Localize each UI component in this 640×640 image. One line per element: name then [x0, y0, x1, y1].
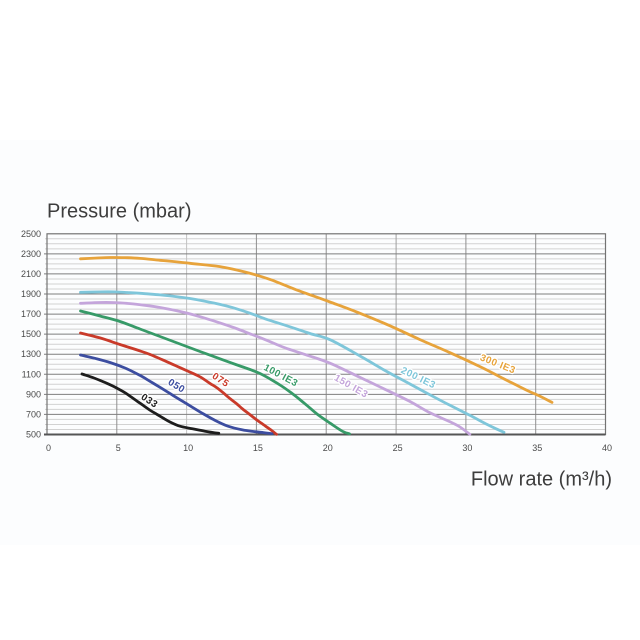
svg-text:300 IE3: 300 IE3 [478, 352, 517, 376]
svg-text:2500: 2500 [21, 229, 41, 239]
svg-text:2300: 2300 [21, 249, 41, 259]
svg-text:Flow rate (m³/h): Flow rate (m³/h) [471, 469, 612, 491]
svg-text:0: 0 [46, 443, 51, 453]
svg-text:30: 30 [462, 443, 472, 453]
svg-text:1100: 1100 [22, 369, 41, 379]
svg-text:10: 10 [183, 443, 193, 453]
svg-text:1300: 1300 [21, 349, 41, 359]
svg-text:40: 40 [602, 443, 612, 453]
svg-text:20: 20 [323, 443, 333, 453]
svg-text:150 IE3: 150 IE3 [332, 373, 370, 401]
svg-text:2100: 2100 [21, 269, 41, 279]
svg-text:075: 075 [210, 371, 231, 390]
svg-text:500: 500 [26, 430, 41, 440]
svg-text:Pressure (mbar): Pressure (mbar) [47, 201, 191, 223]
svg-text:15: 15 [253, 443, 263, 453]
svg-text:1700: 1700 [21, 309, 41, 319]
svg-text:900: 900 [26, 389, 41, 399]
svg-text:1500: 1500 [21, 329, 41, 339]
svg-text:1900: 1900 [21, 289, 41, 299]
svg-text:700: 700 [26, 409, 41, 419]
svg-text:25: 25 [393, 443, 403, 453]
svg-text:35: 35 [532, 443, 542, 453]
svg-text:5: 5 [116, 443, 121, 453]
